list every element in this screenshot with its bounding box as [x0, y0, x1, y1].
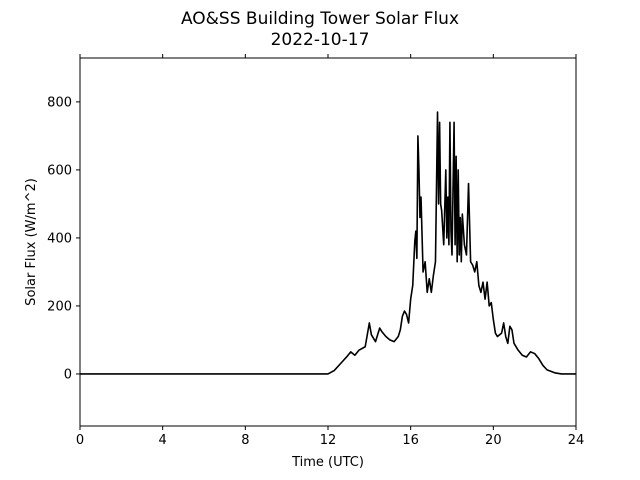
- plot-frame: [79, 57, 577, 427]
- y-tick-label: 200: [47, 299, 72, 314]
- x-tick-label: 24: [568, 433, 585, 448]
- chart-subtitle: 2022-10-17: [271, 30, 370, 50]
- y-tick-label: 0: [64, 367, 72, 382]
- x-tick-label: 0: [76, 433, 84, 448]
- y-axis-label: Solar Flux (W/m^2): [24, 178, 39, 306]
- x-tick-label: 4: [159, 433, 167, 448]
- x-axis-label: Time (UTC): [291, 455, 364, 470]
- y-tick-label: 600: [47, 163, 72, 178]
- y-tick-label: 400: [47, 231, 72, 246]
- x-tick-label: 16: [402, 433, 419, 448]
- y-tick-label: 800: [47, 95, 72, 110]
- chart-title: AO&SS Building Tower Solar Flux: [181, 9, 459, 29]
- x-tick-label: 12: [320, 433, 337, 448]
- x-tick-label: 8: [241, 433, 249, 448]
- x-tick-label: 20: [485, 433, 502, 448]
- line-series: [80, 111, 576, 375]
